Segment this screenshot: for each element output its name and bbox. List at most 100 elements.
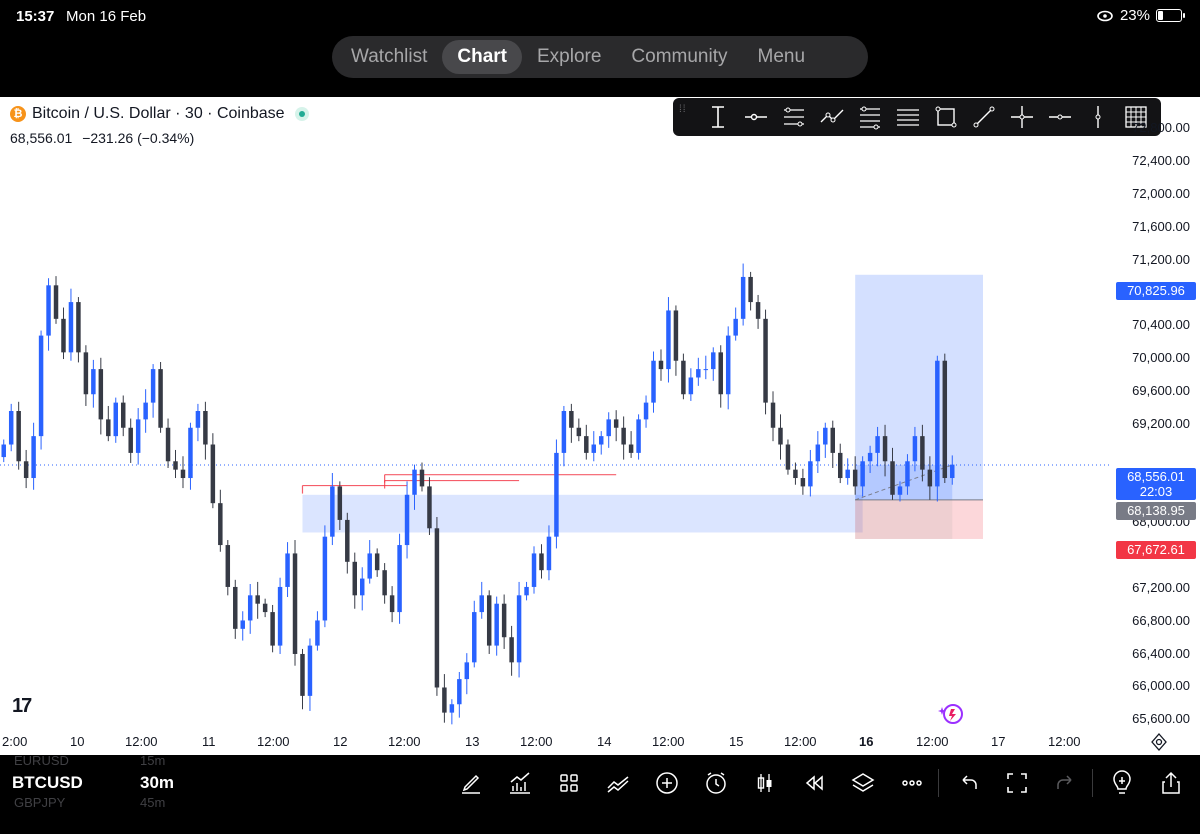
candle-body: [464, 662, 470, 680]
candle-body: [330, 486, 335, 537]
text-cursor-icon[interactable]: [699, 101, 737, 133]
candle: [793, 462, 798, 485]
compare-icon[interactable]: [604, 769, 632, 797]
parallel-channel-icon[interactable]: [775, 101, 813, 133]
undo-icon[interactable]: [954, 769, 982, 797]
nav-menu[interactable]: Menu: [757, 46, 806, 67]
candle-body: [46, 285, 51, 336]
candle-body: [703, 369, 709, 371]
ideas-icon[interactable]: [1108, 769, 1136, 797]
candle-body: [696, 369, 701, 378]
chart-area[interactable]: ₿ Bitcoin / U.S. Dollar · 30 · Coinbase …: [0, 97, 1200, 755]
candle-body: [434, 528, 440, 688]
interval-prev[interactable]: 15m: [140, 753, 166, 768]
symbol-title[interactable]: Bitcoin / U.S. Dollar · 30 · Coinbase: [32, 105, 285, 122]
rectangle-icon[interactable]: [927, 101, 965, 133]
candle-body: [778, 427, 783, 445]
share-icon[interactable]: [1157, 769, 1185, 797]
symbol-picker[interactable]: BTCUSD: [12, 773, 83, 792]
candle-body: [905, 461, 910, 487]
nav-explore[interactable]: Explore: [537, 46, 602, 67]
candle-body: [247, 595, 253, 621]
candle: [815, 431, 821, 473]
indicators-icon[interactable]: [506, 769, 534, 797]
alert-icon[interactable]: [702, 769, 730, 797]
ai-sparkle-icon[interactable]: [938, 701, 966, 727]
templates-icon[interactable]: [555, 769, 583, 797]
candle-body: [688, 377, 694, 395]
symbol-prev[interactable]: EURUSD: [14, 753, 69, 768]
candle-body: [897, 486, 903, 495]
toolbar-divider: [1092, 769, 1093, 797]
candle: [247, 584, 253, 634]
settings-icon[interactable]: [1150, 733, 1168, 751]
candle-body: [240, 620, 245, 629]
candle-body: [382, 570, 387, 596]
draw-icon[interactable]: [457, 769, 485, 797]
interval-picker[interactable]: 30m: [140, 773, 175, 792]
candle: [770, 391, 776, 442]
candle-body: [270, 612, 275, 646]
candle: [38, 330, 44, 450]
crosshair-icon[interactable]: [1003, 101, 1041, 133]
candle: [397, 533, 402, 624]
candle-body: [367, 553, 372, 579]
candle: [845, 458, 850, 485]
candle: [711, 347, 716, 381]
trend-line-icon[interactable]: [965, 101, 1003, 133]
current-price-tag: 68,556.01 22:03: [1116, 468, 1196, 500]
candle: [31, 422, 36, 490]
fib-levels-icon[interactable]: [851, 101, 889, 133]
candle-body: [419, 469, 425, 487]
horizontal-ray-icon[interactable]: [737, 101, 775, 133]
trend-polyline-icon[interactable]: [813, 101, 851, 133]
candle: [173, 449, 178, 479]
replay-icon[interactable]: [800, 769, 828, 797]
candle: [539, 544, 544, 579]
candle: [255, 581, 260, 619]
candle: [8, 403, 14, 452]
grid-icon[interactable]: [1117, 101, 1155, 133]
nav-chart[interactable]: Chart: [442, 40, 522, 74]
nav-community[interactable]: Community: [631, 46, 728, 67]
interval-next[interactable]: 45m: [140, 795, 166, 810]
layers-icon[interactable]: [849, 769, 877, 797]
horizontal-line-icon[interactable]: [1041, 101, 1079, 133]
candle-body: [337, 486, 343, 520]
chart-type-icon[interactable]: [751, 769, 779, 797]
time-axis-label-current-day: 16: [859, 734, 874, 749]
bottom-toolbar: EURUSD BTCUSD GBPJPY 15m 30m 45m: [0, 753, 1200, 834]
candle-body: [277, 586, 283, 646]
candle: [1, 439, 6, 463]
candle: [524, 581, 529, 601]
battery-percent: 23%: [1119, 7, 1150, 24]
candle-body: [830, 427, 836, 453]
vertical-line-icon[interactable]: [1079, 101, 1117, 133]
candle: [486, 590, 492, 654]
candle: [427, 477, 432, 535]
redo-icon[interactable]: [1052, 769, 1080, 797]
fullscreen-icon[interactable]: [1003, 769, 1031, 797]
market-open-icon: [294, 107, 309, 121]
symbol-header[interactable]: ₿ Bitcoin / U.S. Dollar · 30 · Coinbase: [10, 105, 309, 123]
more-icon[interactable]: [898, 769, 926, 797]
candle-body: [673, 310, 679, 361]
target-price-tag: 70,825.96: [1116, 282, 1196, 300]
nav-watchlist[interactable]: Watchlist: [351, 46, 428, 67]
candle-body: [539, 553, 544, 571]
price-axis-label: 71,200.00: [1132, 252, 1190, 267]
drag-handle-icon[interactable]: ⁞⁞: [679, 104, 687, 115]
bitcoin-icon: ₿: [10, 106, 26, 122]
symbol-next[interactable]: GBPJPY: [14, 795, 66, 810]
candle: [516, 581, 522, 678]
candle-body: [823, 427, 828, 445]
candle-body: [449, 704, 455, 713]
candle: [367, 540, 372, 584]
candle: [905, 454, 910, 495]
add-icon[interactable]: [653, 769, 681, 797]
chart-canvas[interactable]: [0, 97, 1200, 755]
candle-body: [397, 545, 402, 613]
horizontal-lines-icon[interactable]: [889, 101, 927, 133]
candle-body: [942, 360, 948, 479]
candle-body: [68, 302, 74, 353]
